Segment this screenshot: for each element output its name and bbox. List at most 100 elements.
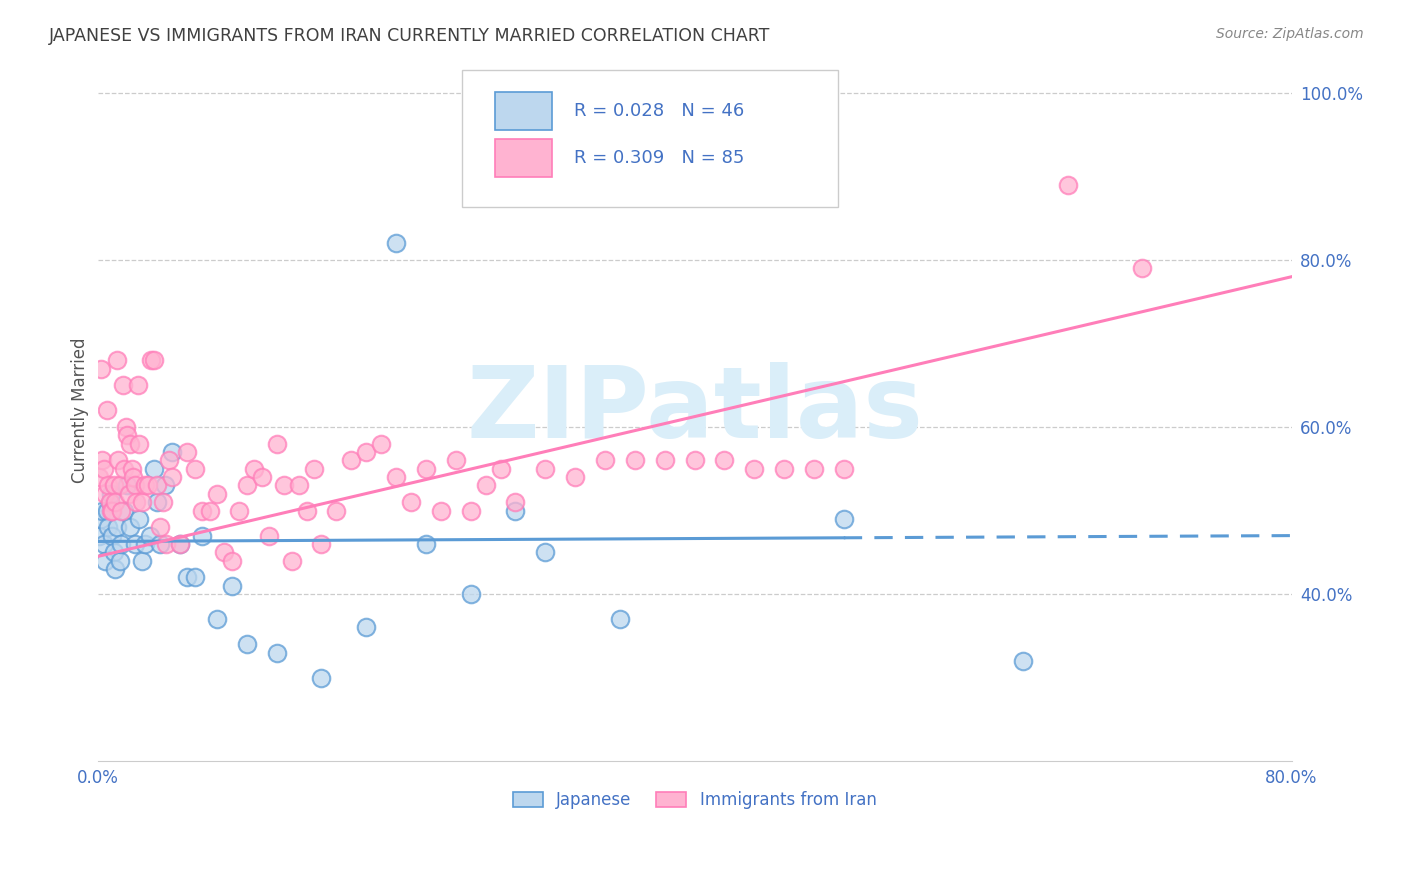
Point: [236, 637, 259, 651]
Point: [221, 554, 243, 568]
Point: [146, 478, 169, 492]
Point: [280, 554, 302, 568]
Point: [110, 537, 132, 551]
Point: [474, 478, 496, 492]
Point: [87, 528, 110, 542]
Point: [534, 462, 557, 476]
Point: [115, 420, 138, 434]
Point: [311, 537, 333, 551]
Point: [370, 436, 392, 450]
Point: [124, 478, 146, 492]
Point: [624, 453, 647, 467]
Y-axis label: Currently Married: Currently Married: [72, 337, 89, 483]
Point: [460, 587, 482, 601]
Point: [111, 378, 134, 392]
Point: [149, 537, 172, 551]
Point: [325, 503, 347, 517]
Point: [444, 453, 467, 467]
Point: [430, 503, 453, 517]
Point: [169, 537, 191, 551]
Point: [505, 503, 527, 517]
Point: [183, 570, 205, 584]
Point: [110, 503, 132, 517]
Point: [155, 537, 177, 551]
Point: [136, 478, 159, 492]
Point: [96, 403, 118, 417]
Point: [108, 554, 131, 568]
Point: [228, 503, 250, 517]
Point: [160, 470, 183, 484]
Point: [250, 470, 273, 484]
Point: [385, 236, 408, 251]
Point: [100, 503, 122, 517]
Point: [153, 478, 176, 492]
Point: [97, 478, 120, 492]
Point: [101, 503, 124, 517]
Point: [143, 462, 166, 476]
Point: [114, 462, 136, 476]
Point: [90, 512, 112, 526]
Point: [128, 436, 150, 450]
Point: [100, 487, 122, 501]
Point: [654, 453, 676, 467]
Point: [120, 520, 142, 534]
Point: [146, 495, 169, 509]
Point: [311, 671, 333, 685]
Point: [609, 612, 631, 626]
Point: [191, 503, 214, 517]
Point: [505, 495, 527, 509]
Point: [105, 520, 128, 534]
Point: [460, 503, 482, 517]
Point: [354, 620, 377, 634]
Point: [221, 579, 243, 593]
Point: [143, 353, 166, 368]
Point: [683, 453, 706, 467]
Point: [149, 520, 172, 534]
Text: Source: ZipAtlas.com: Source: ZipAtlas.com: [1216, 27, 1364, 41]
Point: [103, 478, 125, 492]
Point: [117, 478, 139, 492]
Point: [97, 520, 120, 534]
Point: [176, 445, 198, 459]
Point: [108, 478, 131, 492]
Point: [120, 436, 142, 450]
Point: [169, 537, 191, 551]
Point: [385, 470, 408, 484]
Point: [257, 528, 280, 542]
Point: [288, 478, 311, 492]
Text: JAPANESE VS IMMIGRANTS FROM IRAN CURRENTLY MARRIED CORRELATION CHART: JAPANESE VS IMMIGRANTS FROM IRAN CURRENT…: [49, 27, 770, 45]
Point: [742, 462, 765, 476]
Point: [243, 462, 266, 476]
Point: [489, 462, 512, 476]
Point: [91, 453, 114, 467]
Point: [176, 570, 198, 584]
Point: [98, 495, 121, 509]
Point: [121, 462, 143, 476]
Point: [214, 545, 236, 559]
Point: [103, 545, 125, 559]
FancyBboxPatch shape: [495, 138, 553, 178]
Point: [131, 495, 153, 509]
Point: [127, 378, 149, 392]
Point: [152, 495, 174, 509]
Point: [1012, 654, 1035, 668]
Point: [273, 478, 295, 492]
Point: [94, 487, 117, 501]
Point: [266, 646, 288, 660]
Point: [1130, 261, 1153, 276]
Point: [198, 503, 221, 517]
Point: [114, 503, 136, 517]
Point: [236, 478, 259, 492]
Point: [354, 445, 377, 459]
FancyBboxPatch shape: [461, 70, 838, 207]
Point: [94, 554, 117, 568]
Point: [157, 453, 180, 467]
Point: [141, 353, 163, 368]
Point: [105, 353, 128, 368]
Point: [101, 528, 124, 542]
Point: [713, 453, 735, 467]
Point: [104, 495, 127, 509]
Point: [773, 462, 796, 476]
Point: [90, 361, 112, 376]
Text: R = 0.028   N = 46: R = 0.028 N = 46: [574, 102, 744, 120]
